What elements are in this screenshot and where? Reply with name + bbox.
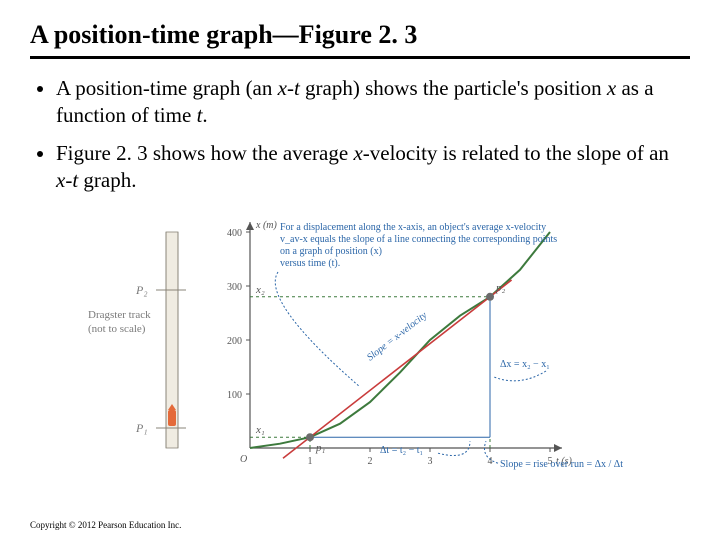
svg-text:4: 4 — [488, 456, 493, 467]
svg-text:P₂: P₂ — [135, 283, 148, 297]
svg-text:Slope = x-velocity: Slope = x-velocity — [365, 310, 430, 364]
svg-text:versus time (t).: versus time (t). — [280, 258, 340, 269]
svg-text:3: 3 — [428, 456, 433, 467]
svg-text:v_av-x equals the slope of a l: v_av-x equals the slope of a line connec… — [280, 234, 557, 245]
svg-text:x (m): x (m) — [255, 220, 277, 231]
bullet-list: A position-time graph (an x-t graph) sho… — [30, 75, 690, 194]
svg-text:300: 300 — [227, 282, 242, 293]
svg-text:2: 2 — [368, 456, 373, 467]
svg-text:p₂: p₂ — [495, 282, 506, 294]
svg-text:Dragster track: Dragster track — [88, 309, 151, 321]
copyright-text: Copyright © 2012 Pearson Education Inc. — [30, 520, 181, 530]
svg-text:1: 1 — [308, 456, 313, 467]
svg-text:P₁: P₁ — [135, 421, 148, 435]
svg-text:Slope = rise over run = Δx / Δ: Slope = rise over run = Δx / Δt — [500, 459, 623, 470]
slide-title: A position-time graph—Figure 2. 3 — [30, 20, 690, 59]
svg-text:x₂: x₂ — [255, 284, 265, 296]
svg-text:100: 100 — [227, 390, 242, 401]
svg-text:on a graph of position (x): on a graph of position (x) — [280, 246, 382, 257]
svg-text:x₁: x₁ — [255, 424, 265, 436]
bullet-item: A position-time graph (an x-t graph) sho… — [56, 75, 690, 130]
svg-text:400: 400 — [227, 228, 242, 239]
svg-text:p₁: p₁ — [315, 442, 326, 454]
svg-text:Δt = t₂ − t₁: Δt = t₂ − t₁ — [380, 445, 423, 456]
bullet-item: Figure 2. 3 shows how the average x-velo… — [56, 140, 690, 195]
svg-text:O: O — [240, 454, 247, 465]
figure-svg: Dragster track(not to scale)P₂P₁12345100… — [80, 210, 640, 490]
svg-text:Δx = x₂ − x₁: Δx = x₂ − x₁ — [500, 359, 550, 370]
svg-text:For a displacement along the x: For a displacement along the x-axis, an … — [280, 222, 546, 233]
svg-text:(not to scale): (not to scale) — [88, 323, 146, 335]
svg-text:200: 200 — [227, 336, 242, 347]
